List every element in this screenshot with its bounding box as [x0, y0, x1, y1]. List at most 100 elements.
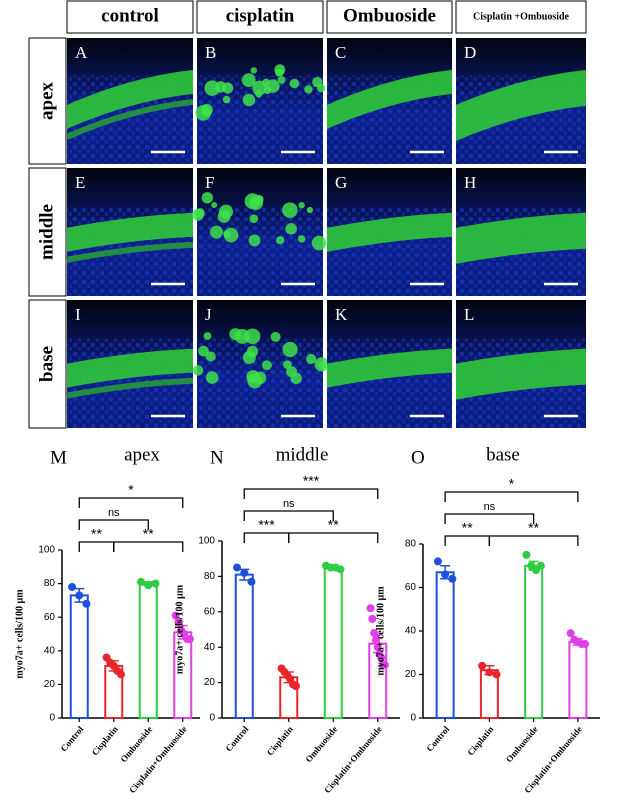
bar [568, 640, 588, 719]
y-tick-label: 100 [198, 536, 215, 547]
data-point [522, 550, 531, 559]
hair-cell-band [456, 69, 586, 141]
data-point [441, 570, 450, 579]
y-tick-label: 0 [410, 713, 416, 724]
significance-label: ns [484, 501, 496, 513]
significance-bracket [488, 535, 579, 546]
hair-cell [249, 214, 259, 224]
data-point [68, 582, 77, 591]
hair-cell [246, 370, 260, 384]
x-tick-label: Control [59, 724, 86, 754]
data-point [485, 668, 494, 677]
hair-cell [229, 328, 242, 341]
data-point [536, 561, 545, 570]
hair-cell-row [66, 241, 194, 263]
significance-bracket [243, 532, 290, 543]
hair-cell [304, 85, 313, 94]
hair-cell [223, 227, 239, 243]
x-tick-label: Ombuoside [118, 724, 154, 764]
hair-cell-band [327, 69, 452, 129]
micrograph: E [66, 168, 194, 296]
hair-cell [297, 235, 306, 243]
y-tick-label: 40 [204, 642, 216, 653]
data-point [370, 629, 379, 638]
data-point [448, 574, 457, 583]
y-tick-label: 60 [204, 606, 216, 617]
micrograph: B [195, 38, 326, 164]
significance-bracket [78, 541, 115, 552]
data-point [291, 682, 300, 691]
significance-label: * [128, 482, 134, 498]
micrograph: J [192, 300, 329, 428]
panel-letter: H [464, 173, 476, 192]
micrograph: C [327, 38, 452, 164]
bar [69, 594, 89, 719]
chart-title: middle [276, 444, 329, 465]
hair-cell [282, 341, 298, 358]
y-tick-label: 40 [405, 626, 417, 637]
data-point [566, 629, 575, 638]
hair-cell [242, 93, 256, 107]
hair-cell [198, 345, 209, 357]
chart-title: apex [124, 444, 160, 465]
hair-cell [253, 195, 264, 205]
y-tick-label: 20 [405, 669, 417, 680]
hair-cell [282, 202, 298, 218]
hair-cell [201, 192, 213, 204]
significance-label: *** [303, 473, 320, 489]
panel-letter: C [335, 43, 346, 62]
hair-cell [277, 76, 286, 84]
data-point [75, 591, 84, 600]
significance-bracket [444, 513, 535, 524]
chart-title: base [486, 444, 520, 465]
header-box [455, 0, 587, 34]
hair-cell-band [67, 212, 193, 252]
data-point [380, 660, 389, 669]
bar [435, 571, 455, 720]
significance-label: * [509, 476, 515, 492]
y-tick-label: 80 [204, 571, 216, 582]
micrograph: A [65, 38, 194, 164]
x-tick-label: Cisplatin [465, 724, 495, 757]
hair-cell [276, 236, 285, 245]
data-point [371, 636, 380, 645]
data-point [247, 577, 256, 586]
data-point [336, 565, 345, 574]
hair-cell [203, 332, 212, 340]
significance-bracket [78, 519, 149, 530]
y-tick-label: 60 [44, 612, 56, 623]
column-header: cisplatin [226, 5, 295, 26]
bar [524, 564, 544, 719]
header-box [196, 0, 324, 34]
hair-cell-band [67, 348, 193, 388]
data-point [240, 568, 249, 577]
data-point [366, 604, 375, 613]
hair-cell [250, 67, 257, 74]
y-tick-label: 80 [405, 539, 417, 550]
hair-cell [222, 95, 231, 104]
y-tick-label: 0 [49, 713, 55, 724]
hair-cell [244, 328, 261, 345]
data-point [151, 579, 160, 588]
significance-bracket [113, 541, 184, 552]
y-tick-label: 40 [44, 645, 56, 656]
significance-bracket [288, 532, 379, 543]
data-point [116, 670, 125, 679]
data-point [171, 611, 180, 620]
micrograph: H [456, 168, 586, 296]
hair-cell [248, 234, 261, 247]
hair-cell [205, 351, 216, 362]
data-point [492, 670, 501, 679]
column-header: Ombuoside [343, 5, 436, 26]
data-point [137, 577, 146, 586]
panel-letter: L [464, 305, 474, 324]
significance-label: *** [258, 517, 275, 533]
x-tick-label: Cisplatin [90, 724, 120, 757]
bar [323, 566, 343, 719]
micrograph: F [191, 168, 327, 296]
micrograph-nuclei [197, 206, 323, 296]
significance-label: ** [528, 520, 539, 536]
row-header: base [36, 346, 57, 382]
row-header: apex [36, 82, 57, 121]
x-tick-label: Ombuoside [303, 724, 339, 764]
